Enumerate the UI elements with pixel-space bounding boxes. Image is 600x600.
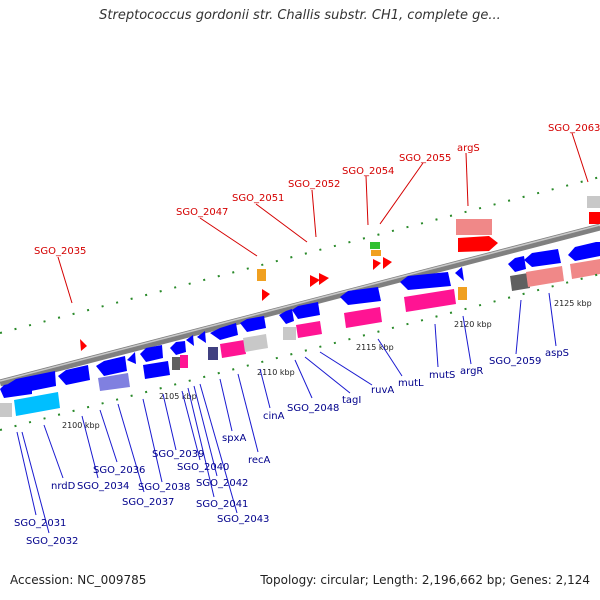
gene-feature[interactable] [340, 287, 381, 305]
gene-feature[interactable] [283, 327, 296, 340]
gene-feature[interactable] [220, 340, 246, 358]
gene-label-reverse[interactable]: SGO_2042 [196, 478, 248, 489]
reverse-label-leaders [16, 292, 557, 534]
reverse-features [0, 242, 600, 417]
gene-feature[interactable] [210, 323, 238, 340]
gene-label-forward[interactable]: argS [457, 143, 480, 154]
kbp-scale: 2100 kbp 2105 kbp 2110 kbp 2115 kbp 2120… [62, 299, 592, 430]
gene-label-forward[interactable]: SGO_2047 [176, 207, 228, 218]
gene-feature[interactable] [373, 259, 381, 270]
gene-feature[interactable] [570, 259, 600, 279]
gene-label-reverse[interactable]: tagI [342, 395, 361, 406]
gene-feature[interactable] [197, 331, 206, 343]
accession-text: Accession: NC_009785 [10, 573, 147, 587]
gene-label-reverse[interactable]: SGO_2041 [196, 499, 248, 510]
gene-label-forward[interactable]: SGO_2035 [34, 246, 86, 257]
reverse-labels: SGO_2031 SGO_2032 nrdD SGO_2034 SGO_2036… [14, 348, 569, 547]
gene-feature[interactable] [240, 316, 266, 332]
gene-label-reverse[interactable]: recA [248, 455, 271, 466]
gene-feature[interactable] [510, 273, 530, 291]
gene-feature[interactable] [383, 257, 392, 269]
gene-label-reverse[interactable]: mutS [429, 370, 455, 381]
gene-label-forward[interactable]: SGO_2051 [232, 193, 284, 204]
gene-feature[interactable] [58, 365, 90, 385]
kbp-tick-label: 2110 kbp [257, 368, 295, 377]
gene-feature[interactable] [458, 287, 467, 300]
backbone-highlight [0, 224, 600, 382]
gene-label-reverse[interactable]: SGO_2048 [287, 403, 339, 414]
gene-label-reverse[interactable]: SGO_2038 [138, 482, 190, 493]
gene-feature[interactable] [404, 289, 456, 312]
gene-feature[interactable] [257, 269, 266, 281]
genome-summary-text: Topology: circular; Length: 2,196,662 bp… [260, 573, 590, 587]
gene-feature[interactable] [98, 373, 130, 391]
gene-label-forward[interactable]: SGO_2054 [342, 166, 394, 177]
gene-label-reverse[interactable]: SGO_2059 [489, 356, 541, 367]
gene-feature[interactable] [370, 242, 380, 249]
gene-label-reverse[interactable]: SGO_2043 [217, 514, 269, 525]
gene-feature[interactable] [262, 289, 270, 301]
gene-label-reverse[interactable]: nrdD [51, 481, 76, 492]
kbp-tick-label: 2105 kbp [159, 392, 197, 401]
gene-label-forward[interactable]: SGO_2063 [548, 123, 600, 134]
gene-label-reverse[interactable]: mutL [398, 378, 424, 389]
gene-feature[interactable] [208, 347, 218, 360]
gene-label-reverse[interactable]: aspS [545, 348, 569, 359]
map-title: Streptococcus gordonii str. Challis subs… [99, 8, 501, 23]
gene-feature[interactable] [310, 275, 320, 287]
gene-feature[interactable] [243, 334, 268, 352]
gene-label-reverse[interactable]: ruvA [371, 385, 394, 396]
gene-feature[interactable] [458, 236, 498, 252]
gene-label-reverse[interactable]: cinA [263, 411, 285, 422]
gene-feature[interactable] [456, 219, 492, 235]
gene-label-reverse[interactable]: SGO_2040 [177, 462, 229, 473]
gene-label-reverse[interactable]: SGO_2034 [77, 481, 129, 492]
gene-feature[interactable] [140, 345, 163, 362]
gene-feature[interactable] [296, 321, 322, 338]
gene-feature[interactable] [508, 256, 526, 272]
gene-feature[interactable] [180, 355, 188, 368]
gene-feature[interactable] [80, 339, 87, 351]
gene-label-reverse[interactable]: SGO_2032 [26, 536, 78, 547]
kbp-tick-label: 2100 kbp [62, 421, 100, 430]
gene-feature[interactable] [14, 392, 60, 416]
kbp-tick-label: 2120 kbp [454, 320, 492, 329]
gene-feature[interactable] [526, 266, 564, 287]
gene-feature[interactable] [127, 352, 136, 364]
gene-label-reverse[interactable]: SGO_2037 [122, 497, 174, 508]
gene-feature[interactable] [587, 196, 600, 208]
gene-feature[interactable] [96, 356, 127, 376]
gene-feature[interactable] [8, 371, 56, 394]
gene-feature[interactable] [568, 242, 600, 261]
kbp-tick-label: 2115 kbp [356, 343, 394, 352]
forward-labels: SGO_2035 SGO_2047 SGO_2051 SGO_2052 SGO_… [34, 123, 600, 257]
gene-label-reverse[interactable]: SGO_2031 [14, 518, 66, 529]
gene-feature[interactable] [455, 267, 464, 281]
gene-feature[interactable] [170, 341, 186, 355]
gene-label-forward[interactable]: SGO_2055 [399, 153, 451, 164]
gene-label-reverse[interactable]: SGO_2036 [93, 465, 145, 476]
gene-feature[interactable] [172, 357, 180, 370]
gene-label-reverse[interactable]: argR [460, 366, 483, 377]
gene-feature[interactable] [344, 307, 382, 328]
forward-features [80, 196, 600, 351]
gene-label-reverse[interactable]: spxA [222, 433, 246, 444]
gene-label-forward[interactable]: SGO_2052 [288, 179, 340, 190]
gene-feature[interactable] [371, 250, 381, 256]
kbp-tick-label: 2125 kbp [554, 299, 592, 308]
gene-feature[interactable] [0, 403, 12, 417]
gene-label-reverse[interactable]: SGO_2039 [152, 449, 204, 460]
forward-label-leaders [57, 132, 589, 304]
gene-feature[interactable] [186, 335, 194, 346]
gene-feature[interactable] [400, 272, 451, 290]
gene-feature[interactable] [279, 309, 294, 324]
gene-feature[interactable] [292, 302, 320, 319]
gene-feature[interactable] [589, 212, 600, 224]
genome-backbone [0, 223, 600, 387]
gene-feature[interactable] [143, 361, 170, 379]
gene-feature[interactable] [319, 273, 329, 285]
gene-feature[interactable] [524, 249, 561, 267]
